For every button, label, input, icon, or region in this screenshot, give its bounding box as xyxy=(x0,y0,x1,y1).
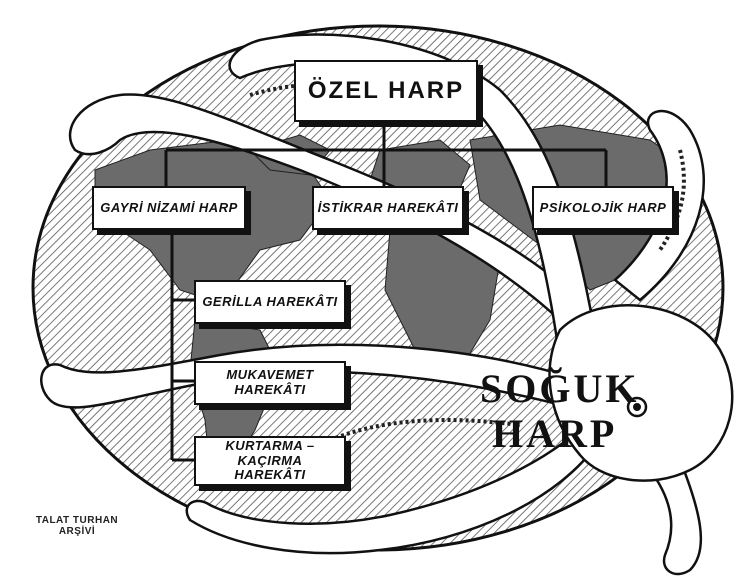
tentacle xyxy=(185,417,602,555)
root-node-label: ÖZEL HARP xyxy=(307,77,465,105)
node-psikolojik-harp: PSİKOLOJİK HARP xyxy=(532,186,674,230)
node-kurtarma-kacirma-harekati: KURTARMA – KAÇIRMA HAREKÂTI xyxy=(194,436,346,486)
node-label: KURTARMA – KAÇIRMA HAREKÂTI xyxy=(225,437,315,483)
tentacle xyxy=(647,458,703,576)
archive-credit: TALAT TURHAN ARŞİVİ xyxy=(22,515,132,537)
archive-credit-line1: TALAT TURHAN xyxy=(35,515,119,526)
tentacle xyxy=(228,33,602,362)
octopus-head xyxy=(548,304,734,482)
illustration-title-line2: HARP xyxy=(492,411,618,456)
archive-credit-line2: ARŞİVİ xyxy=(58,526,96,537)
node-gayri-nizami-harp: GAYRİ NİZAMİ HARP xyxy=(92,186,246,230)
node-gerilla-harekati: GERİLLA HAREKÂTI xyxy=(194,280,346,324)
node-label: İSTİKRAR HAREKÂTI xyxy=(317,199,459,215)
node-mukavemet-harekati: MUKAVEMET HAREKÂTI xyxy=(194,361,346,405)
node-label: GERİLLA HAREKÂTI xyxy=(202,293,338,309)
node-istikrar-harekati: İSTİKRAR HAREKÂTI xyxy=(312,186,464,230)
node-label: PSİKOLOJİK HARP xyxy=(539,199,667,215)
illustration-title-line1: SOĞUK xyxy=(480,366,640,411)
node-label: MUKAVEMET HAREKÂTI xyxy=(226,367,314,397)
node-label: GAYRİ NİZAMİ HARP xyxy=(100,199,238,215)
root-node-ozel-harp: ÖZEL HARP xyxy=(294,60,478,122)
